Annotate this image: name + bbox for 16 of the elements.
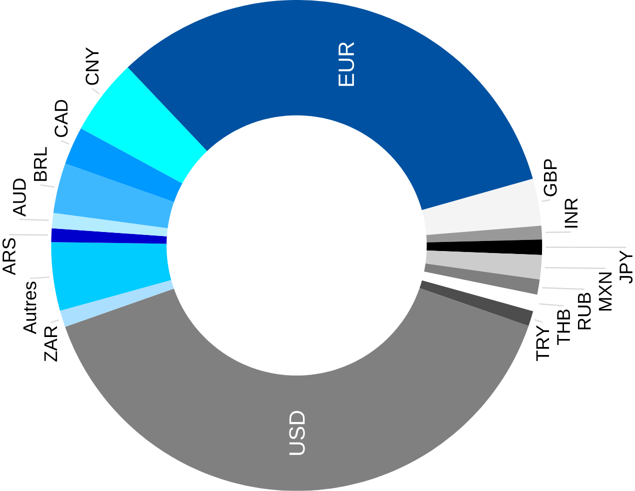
- slice-label: JPY: [620, 250, 633, 284]
- slice-label: Autres: [23, 282, 36, 334]
- slice-label: INR: [564, 198, 578, 228]
- slice-label: CNY: [86, 47, 99, 85]
- slice-label: ARS: [2, 238, 16, 276]
- slice-label: GBP: [544, 159, 557, 196]
- slice-label: CAD: [54, 100, 68, 138]
- slice-label: AUD: [13, 178, 26, 217]
- slice-label: ZAR: [44, 326, 58, 362]
- slice-label: RUB: [578, 292, 591, 330]
- slice-label: EUR: [338, 42, 354, 86]
- slice-label: BRL: [34, 147, 47, 181]
- slice-label: MXN: [598, 272, 612, 311]
- slice-label: THB: [557, 310, 570, 346]
- slice-label: USD: [289, 411, 305, 455]
- slice-label: TRY: [536, 325, 550, 362]
